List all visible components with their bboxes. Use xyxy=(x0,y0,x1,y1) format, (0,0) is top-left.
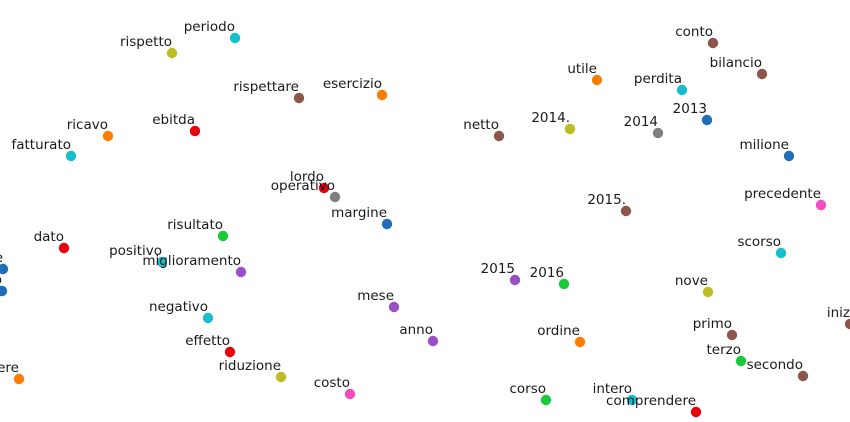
scatter-point xyxy=(574,336,586,348)
point-label: milione xyxy=(739,137,789,153)
point-label: periodo xyxy=(184,19,235,35)
point-label: 2014 xyxy=(624,114,658,130)
point-label: costo xyxy=(314,375,350,391)
point-label: terzo xyxy=(707,342,742,358)
scatter-point xyxy=(775,247,787,259)
point-label: bilancio xyxy=(710,55,762,71)
scatter-point xyxy=(620,205,632,217)
scatter-point xyxy=(701,114,713,126)
scatter-point xyxy=(229,32,241,44)
point-label: 2015 xyxy=(481,261,515,277)
point-label: positivo xyxy=(109,243,162,259)
scatter-point xyxy=(702,286,714,298)
point-label: netto xyxy=(463,117,499,133)
point-label: ere xyxy=(0,360,19,376)
scatter-point xyxy=(376,89,388,101)
point-label: margine xyxy=(331,205,387,221)
scatter-point xyxy=(558,278,570,290)
point-label: conto xyxy=(675,24,713,40)
scatter-point xyxy=(564,123,576,135)
scatter-point xyxy=(202,312,214,324)
point-label: nove xyxy=(675,273,708,289)
point-label: utile xyxy=(567,61,597,77)
point-label: o xyxy=(0,272,2,288)
point-label: 2016 xyxy=(530,265,564,281)
point-label: risultato xyxy=(167,217,223,233)
point-label: rispetto xyxy=(120,34,172,50)
point-label: rispettare xyxy=(233,79,299,95)
scatter-point xyxy=(388,301,400,313)
point-label: ebitda xyxy=(152,112,195,128)
scatter-point xyxy=(217,230,229,242)
point-label: scorso xyxy=(737,234,781,250)
point-label: intero xyxy=(593,381,632,397)
point-label: e xyxy=(0,250,3,266)
scatter-point xyxy=(427,335,439,347)
scatter-point xyxy=(293,92,305,104)
scatter-point xyxy=(676,84,688,96)
point-label: secondo xyxy=(747,357,803,373)
point-label: effetto xyxy=(185,333,230,349)
scatter-point xyxy=(493,130,505,142)
scatter-point xyxy=(0,285,8,297)
scatter-point xyxy=(318,182,330,194)
scatter-point xyxy=(102,130,114,142)
scatter-point xyxy=(540,394,552,406)
scatter-point xyxy=(58,242,70,254)
scatter-point xyxy=(381,218,393,230)
point-label: mese xyxy=(357,288,394,304)
point-label: 2014. xyxy=(531,110,570,126)
point-label: ricavo xyxy=(67,117,108,133)
point-label: 2013 xyxy=(673,101,707,117)
scatter-point xyxy=(626,394,638,406)
scatter-point xyxy=(166,47,178,59)
scatter-point xyxy=(275,371,287,383)
point-label: riduzione xyxy=(219,358,281,374)
scatter-point xyxy=(815,199,827,211)
point-label: lordo xyxy=(290,169,324,185)
scatter-point xyxy=(0,263,9,275)
scatter-point xyxy=(329,191,341,203)
scatter-point xyxy=(156,256,168,268)
scatter-point xyxy=(726,329,738,341)
scatter-point xyxy=(591,74,603,86)
point-label: operativo xyxy=(271,178,335,194)
scatter-point xyxy=(509,274,521,286)
point-label: ordine xyxy=(537,323,580,339)
point-label: negativo xyxy=(149,299,208,315)
point-label: primo xyxy=(693,316,732,332)
scatter-point xyxy=(224,346,236,358)
point-label: fatturato xyxy=(11,137,71,153)
point-label: miglioramento xyxy=(142,253,241,269)
scatter-point xyxy=(783,150,795,162)
point-label: dato xyxy=(34,229,64,245)
scatter-point xyxy=(690,406,702,418)
point-label: precedente xyxy=(744,186,821,202)
scatter-point xyxy=(652,127,664,139)
scatter-point xyxy=(756,68,768,80)
scatter-point xyxy=(797,370,809,382)
point-label: 2015. xyxy=(587,192,626,208)
scatter-point xyxy=(13,373,25,385)
scatter-point xyxy=(65,150,77,162)
scatter-point xyxy=(235,266,247,278)
point-label: perdita xyxy=(634,71,682,87)
point-label: comprendere xyxy=(606,393,696,409)
point-label: anno xyxy=(399,322,433,338)
scatter-point xyxy=(735,355,747,367)
scatter-point xyxy=(844,318,850,330)
scatter-point xyxy=(189,125,201,137)
scatter-point xyxy=(344,388,356,400)
scatter-point xyxy=(707,37,719,49)
point-label: iniz xyxy=(827,305,850,321)
point-label: esercizio xyxy=(323,76,382,92)
point-label: corso xyxy=(509,381,546,397)
